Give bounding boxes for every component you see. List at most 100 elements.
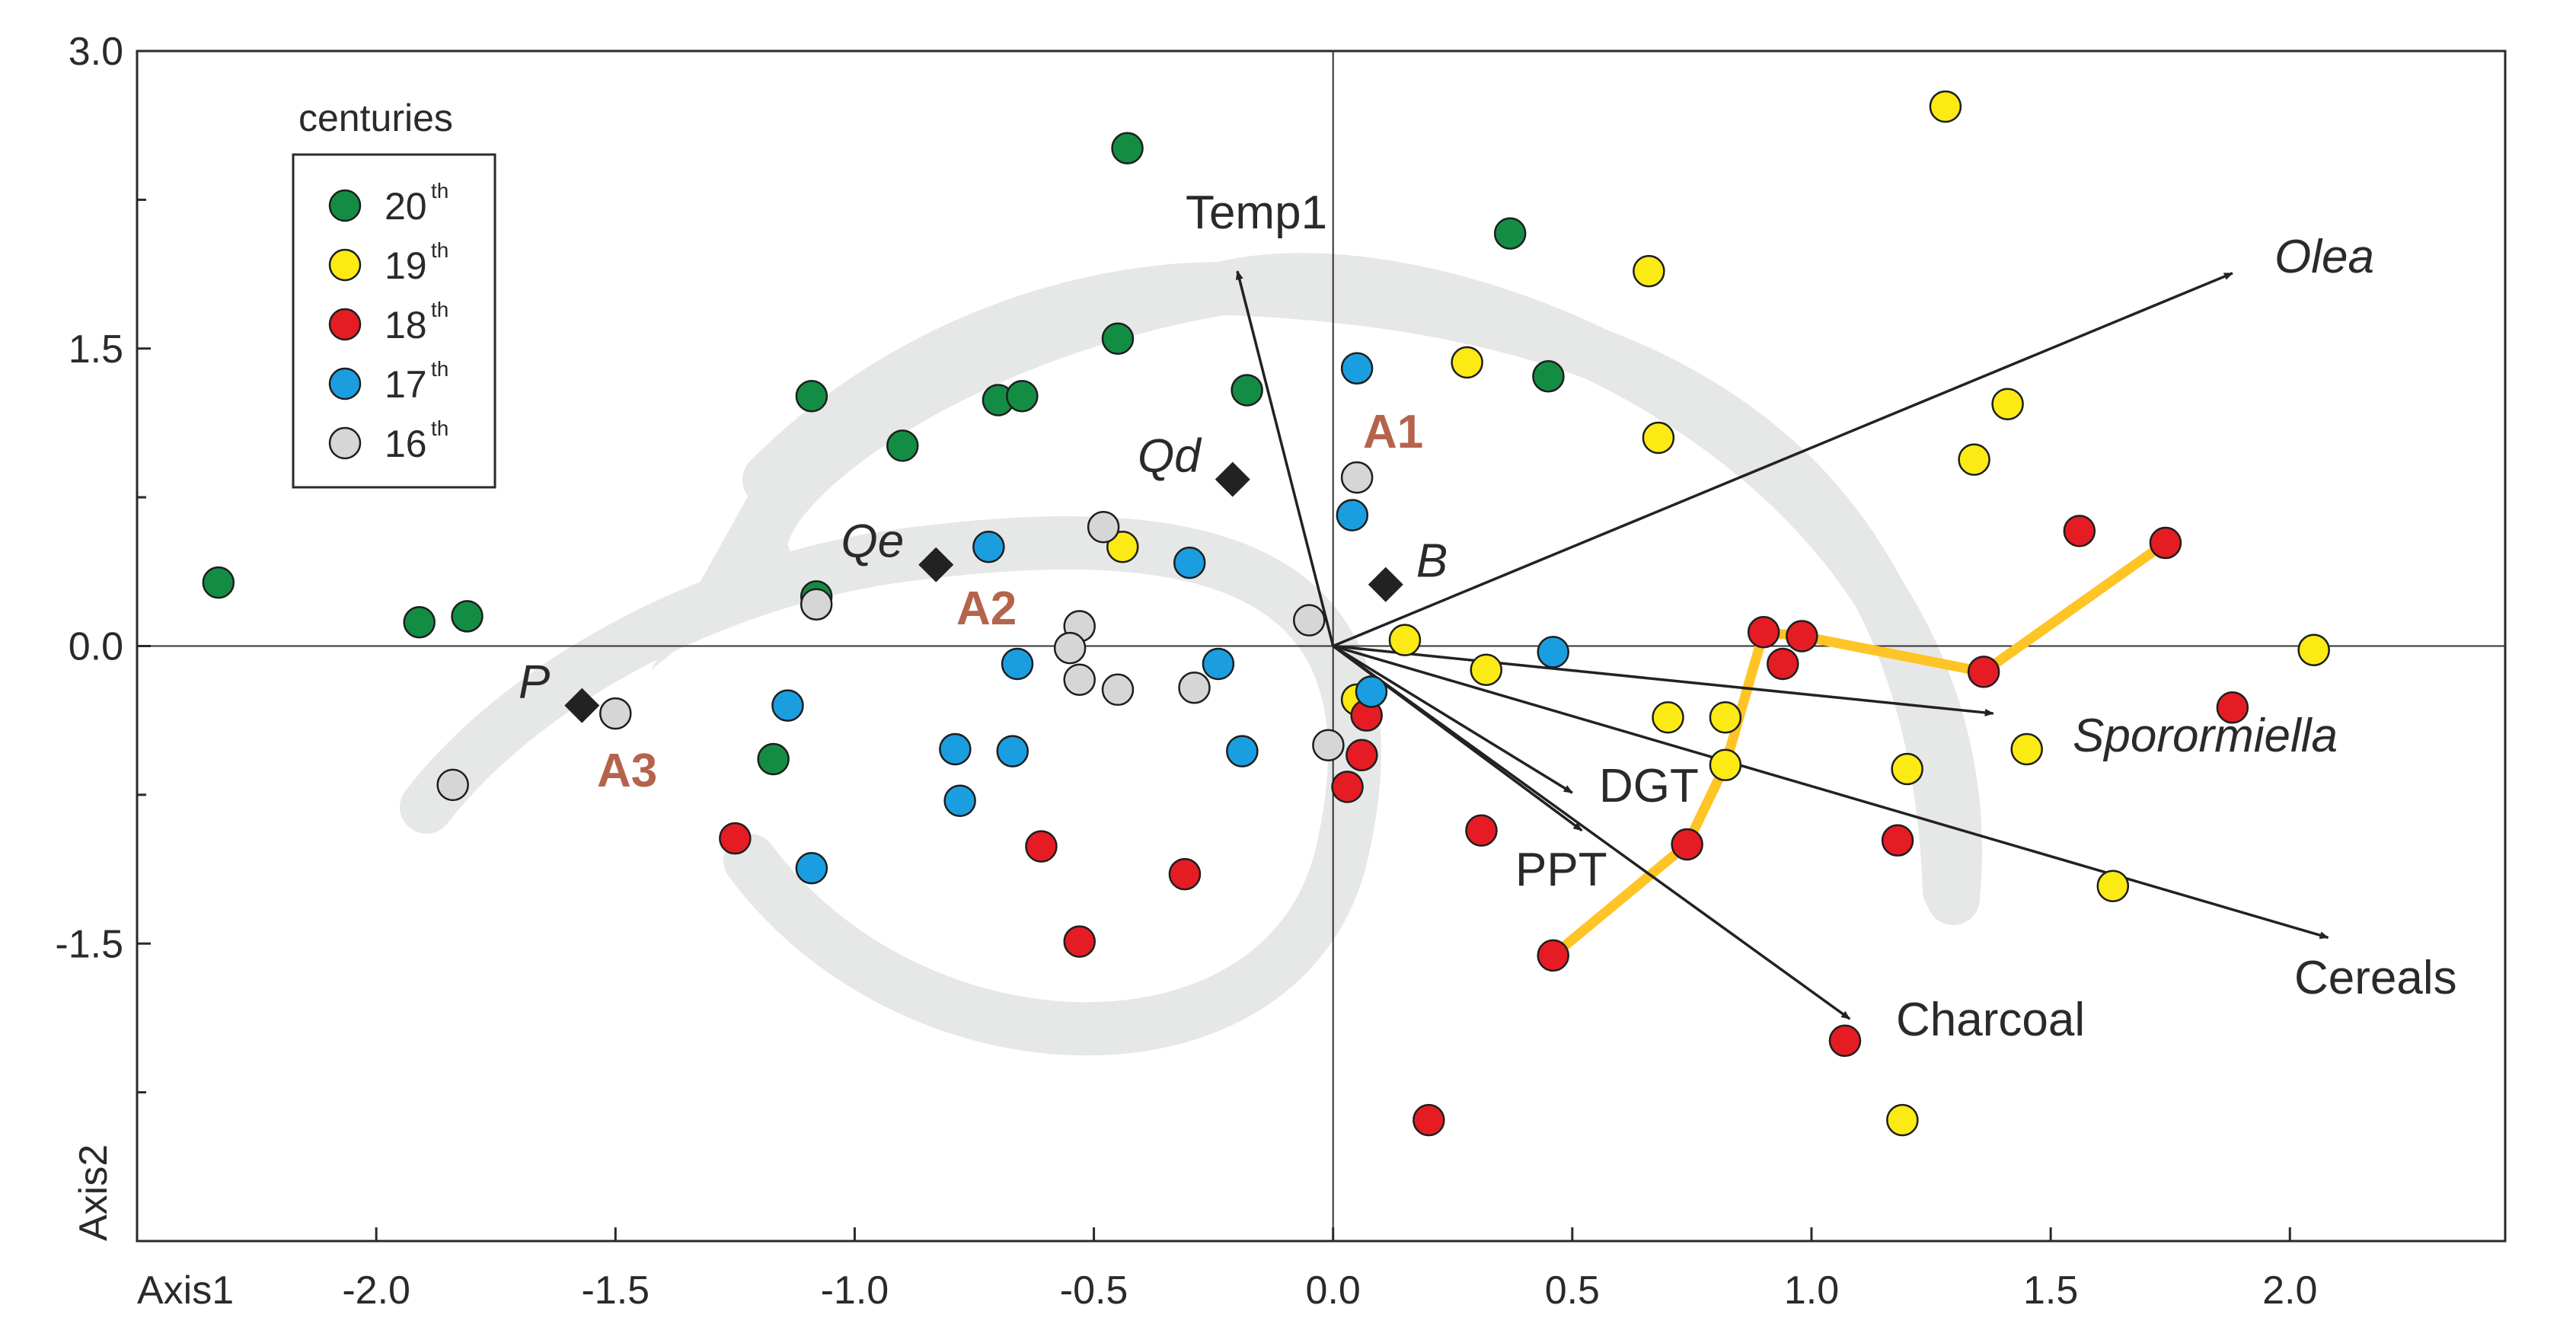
legend-title: centuries xyxy=(298,97,453,139)
point-17th xyxy=(1336,499,1369,531)
point-18th xyxy=(1063,925,1096,958)
point-16th xyxy=(800,588,833,621)
point-19th xyxy=(1709,748,1742,782)
point-18th xyxy=(1881,824,1914,857)
point-18th xyxy=(2063,515,2096,547)
x-tick-label: 0.0 xyxy=(1306,1268,1361,1313)
point-20th xyxy=(886,429,919,462)
point-17th xyxy=(795,852,828,885)
point-19th xyxy=(1642,421,1675,455)
legend-label-suffix: th xyxy=(431,416,448,440)
legend-label-suffix: th xyxy=(431,238,448,262)
point-20th xyxy=(202,566,235,599)
legend-swatch xyxy=(328,308,362,341)
legend-label: 18 xyxy=(385,304,427,346)
taxon-marker-b xyxy=(1368,566,1403,602)
point-18th xyxy=(1412,1103,1445,1137)
point-16th xyxy=(1312,729,1345,761)
point-20th xyxy=(1101,322,1135,355)
point-20th xyxy=(1231,374,1263,407)
x-tick-label: -0.5 xyxy=(1060,1268,1128,1313)
vector-arrow-olea xyxy=(1333,272,2233,648)
point-20th xyxy=(403,605,436,639)
x-tick-label: 1.5 xyxy=(2023,1268,2078,1313)
point-19th xyxy=(1709,701,1742,734)
point-19th xyxy=(2297,633,2330,666)
vector-arrow-charcoal xyxy=(1332,645,1851,1020)
point-17th xyxy=(1340,352,1374,385)
point-17th xyxy=(972,531,1005,563)
point-19th xyxy=(1886,1103,1919,1137)
point-19th xyxy=(1958,443,1990,476)
point-16th xyxy=(1063,663,1096,697)
point-16th xyxy=(1340,461,1374,494)
point-17th xyxy=(996,735,1029,767)
trend-swirl-arrow xyxy=(400,253,1982,1056)
x-tick-label: 2.0 xyxy=(2262,1268,2317,1313)
point-18th xyxy=(1537,939,1569,972)
point-16th xyxy=(1053,631,1087,665)
point-17th xyxy=(1001,647,1034,681)
legend-swatch xyxy=(328,367,362,400)
point-17th xyxy=(939,732,972,766)
y-axis-label: Axis2 xyxy=(72,1144,116,1241)
point-18th xyxy=(1025,830,1058,863)
legend-swatch xyxy=(328,426,362,460)
vector-label-sporormiella: Sporormiella xyxy=(2073,710,2338,762)
vector-arrow-cereals xyxy=(1333,644,2329,940)
vector-label-olea: Olea xyxy=(2274,231,2374,283)
legend-label: 17 xyxy=(385,363,427,406)
taxon-label-qe: Qe xyxy=(841,515,905,568)
point-18th xyxy=(2149,526,2182,560)
point-18th xyxy=(1465,814,1498,847)
taxon-marker-p xyxy=(564,688,600,723)
taxon-label-p: P xyxy=(519,656,550,709)
point-18th xyxy=(1967,656,2000,688)
point-18th xyxy=(1767,647,1799,681)
legend-label-suffix: th xyxy=(431,357,448,381)
taxon-marker-qe xyxy=(918,547,954,582)
point-19th xyxy=(1929,90,1962,123)
point-19th xyxy=(1451,346,1483,379)
vector-arrow-dgt xyxy=(1332,645,1573,794)
y-tick-label: 1.5 xyxy=(69,327,123,372)
point-19th xyxy=(1633,254,1665,288)
zone-label-a3: A3 xyxy=(597,745,657,797)
legend-label: 20 xyxy=(385,185,427,228)
point-19th xyxy=(1470,653,1503,687)
point-19th xyxy=(1388,624,1422,656)
x-axis-label: Axis1 xyxy=(137,1268,234,1313)
point-16th xyxy=(436,768,469,802)
point-19th xyxy=(1991,388,2024,420)
point-17th xyxy=(771,689,804,722)
point-19th xyxy=(1652,701,1684,734)
sample-points xyxy=(202,90,2330,1137)
point-18th xyxy=(1786,620,1818,653)
point-20th xyxy=(757,742,790,776)
vector-label-ppt: PPT xyxy=(1515,844,1607,896)
zone-label-a2: A2 xyxy=(956,582,1017,635)
x-tick-label: 1.0 xyxy=(1784,1268,1839,1313)
y-tick-label: 0.0 xyxy=(69,625,123,669)
y-tick-label: -1.5 xyxy=(55,922,123,966)
point-20th xyxy=(1493,217,1527,250)
point-20th xyxy=(1532,359,1565,393)
axis-ticks: -2.0 -1.5 -1.0 -0.5 0.0 0.5 1.0 1.5 2.0 3.0 1.5 0.0… xyxy=(55,30,2317,1313)
point-16th xyxy=(1178,671,1211,704)
point-20th xyxy=(795,380,828,413)
vector-label-charcoal: Charcoal xyxy=(1896,994,2085,1046)
legend-swatch xyxy=(328,189,362,222)
point-16th xyxy=(599,697,632,730)
legend-label: 19 xyxy=(385,244,427,287)
taxon-label-b: B xyxy=(1416,535,1448,588)
point-18th xyxy=(1168,857,1202,891)
point-20th xyxy=(451,600,484,633)
point-20th xyxy=(1111,132,1144,164)
vector-arrow-temp1 xyxy=(1235,270,1335,646)
point-19th xyxy=(2010,732,2043,766)
legend-label: 16 xyxy=(385,423,427,465)
point-19th xyxy=(1106,531,1139,563)
legend-swatch xyxy=(328,248,362,282)
